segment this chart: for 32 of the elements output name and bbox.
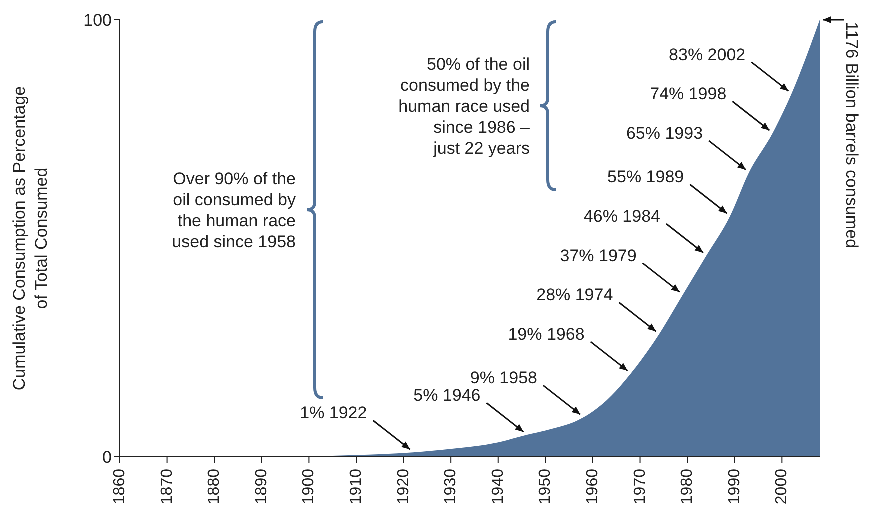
x-tick-label: 1980 [679, 468, 696, 505]
x-tick-label: 1870 [158, 468, 176, 505]
x-tick-label: 2000 [774, 468, 791, 505]
x-tick-label: 1880 [206, 468, 224, 505]
y-tick-label: 100 [84, 11, 112, 30]
x-tick-label: 1860 [112, 468, 128, 505]
annotation: 50% of the oil consumed by the human race used since 1986 – just 22 years [398, 55, 531, 158]
annotation: 9% 1958 [470, 368, 538, 388]
annotation: 1% 1922 [300, 404, 368, 423]
annotation: 5% 1946 [414, 386, 481, 406]
text: 1176 Billion barrels consumed [842, 22, 862, 248]
x-tick-label: 1920 [395, 468, 412, 505]
x-tick-label: 1900 [300, 468, 318, 505]
x-tick-label: 1950 [537, 468, 554, 505]
annotation: 83% 2002 [669, 45, 746, 64]
annotation: 74% 1998 [650, 84, 727, 104]
annotation: 19% 1968 [508, 324, 585, 344]
y-axis-title: Cumulative Consumption as Percentage of Total Consumed [10, 86, 51, 391]
annotation: 28% 1974 [536, 286, 614, 305]
y-tick-label: 0 [102, 448, 112, 468]
annotation: 46% 1984 [584, 206, 660, 226]
x-tick-label: 1940 [490, 468, 507, 505]
x-tick-label: 1890 [253, 468, 270, 505]
annotation: Over 90% of the oil consumed by the human race used since 1958 [172, 170, 296, 252]
x-tick-label: 1910 [348, 468, 365, 505]
x-tick-label: 1960 [584, 468, 602, 505]
x-tick-label: 1970 [632, 468, 649, 505]
annotation: 65% 1993 [626, 124, 704, 143]
annotation: 55% 1989 [608, 168, 684, 187]
x-tick-label: 1930 [442, 468, 460, 505]
annotation: 37% 1979 [560, 246, 637, 266]
x-tick-label: 1990 [726, 468, 744, 505]
